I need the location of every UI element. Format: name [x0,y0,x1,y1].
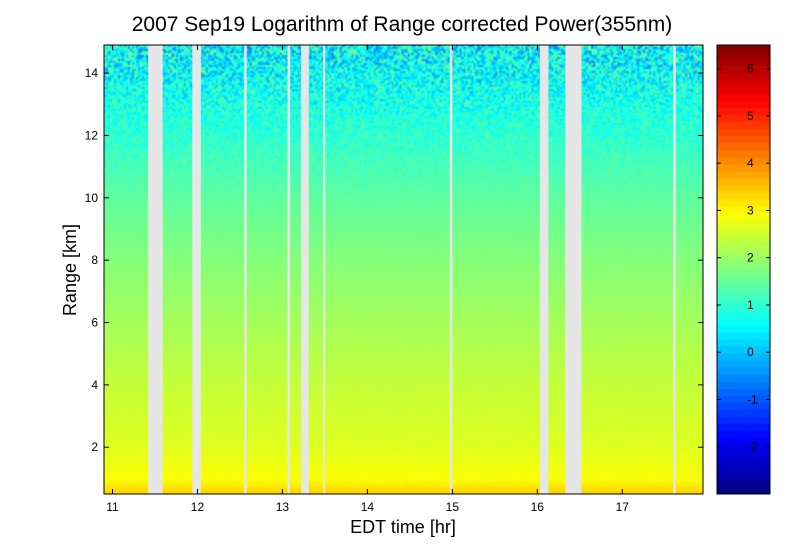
data-gap [301,45,309,494]
colorbar-tick-label: 6 [747,62,754,76]
colorbar-tick-label: 1 [747,298,754,312]
colorbar-tick-label: 0 [747,345,754,359]
x-tick-label: 11 [106,500,119,514]
colorbar-tick-label: 4 [747,156,754,170]
x-tick-label: 14 [361,500,375,514]
colorbar-tick-label: -1 [747,392,758,406]
y-tick-label: 2 [91,440,98,454]
plot-frame [103,44,704,495]
y-tick-label: 6 [91,316,98,330]
y-tick-label: 8 [91,253,98,267]
data-gap [244,45,247,494]
chart-title: 2007 Sep19 Logarithm of Range corrected … [132,13,672,36]
data-gap [449,45,453,494]
x-axis-label: EDT time [hr] [350,517,456,537]
colorbar-image [717,45,770,494]
y-axis-label: Range [km] [60,224,80,316]
data-gap [539,45,549,494]
colorbar-tick-label: -2 [747,440,758,454]
data-gap [192,45,201,494]
colorbar-tick-label: 3 [747,203,754,217]
colorbar-tick-label: 2 [747,251,754,265]
x-axis: 11 12 13 14 15 16 17 [106,45,629,514]
x-tick-label: 17 [616,500,630,514]
colorbar-frame [716,44,771,495]
data-gap [287,45,291,494]
heatmap-image [104,45,703,494]
x-tick-label: 12 [191,500,205,514]
x-tick-label: 15 [446,500,460,514]
y-tick-label: 10 [85,191,99,205]
data-gap-layer [148,45,676,494]
y-tick-label: 4 [91,378,98,392]
data-gap [148,45,163,494]
x-tick-label: 13 [276,500,290,514]
y-axis: 2 4 6 8 10 12 14 [85,66,703,454]
y-tick-label: 14 [85,66,99,80]
colorbar-axis: -2 -1 0 1 2 3 4 5 6 [717,62,770,454]
data-gap [565,45,582,494]
data-gap [323,45,326,494]
colorbar-tick-label: 5 [747,109,754,123]
data-gap [673,45,676,494]
y-tick-label: 12 [85,128,99,142]
x-tick-label: 16 [531,500,545,514]
